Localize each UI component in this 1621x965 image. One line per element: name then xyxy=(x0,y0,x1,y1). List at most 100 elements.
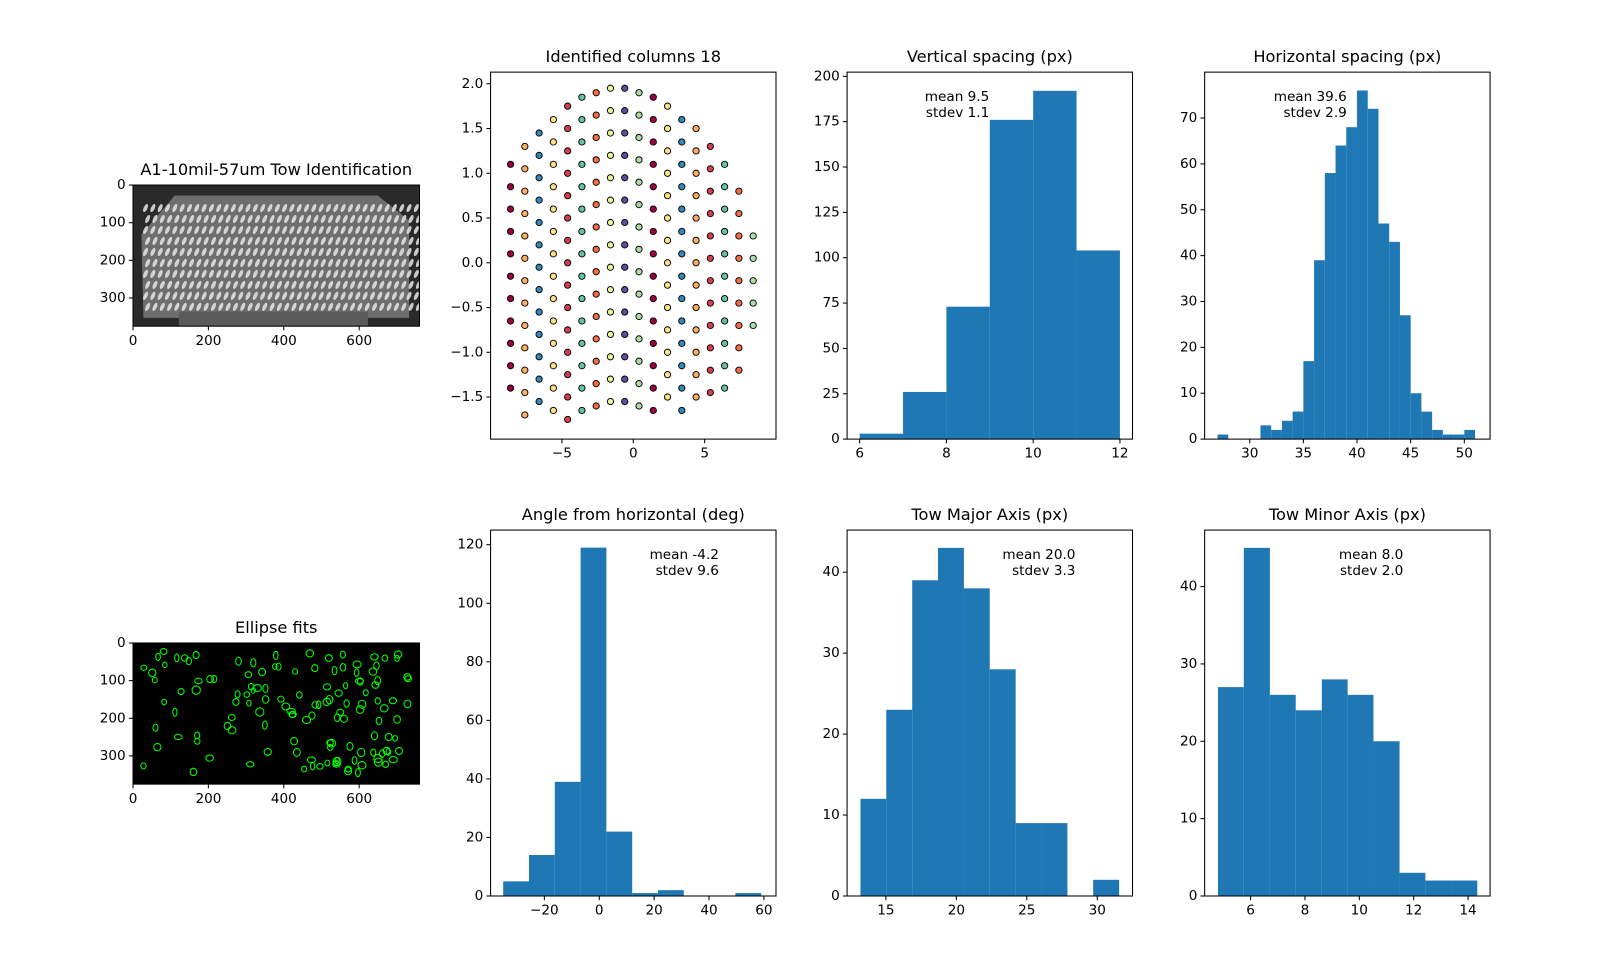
tow xyxy=(298,258,304,268)
tow xyxy=(393,214,400,224)
tow xyxy=(254,302,260,311)
ellipse-fit xyxy=(159,648,168,656)
ellipse-fit xyxy=(258,668,267,676)
tow xyxy=(296,203,302,213)
point xyxy=(635,357,643,365)
ellipse-fit xyxy=(395,746,404,756)
tow xyxy=(145,302,151,311)
tow xyxy=(372,236,378,246)
tow xyxy=(157,291,163,300)
bar xyxy=(1015,823,1042,896)
tow xyxy=(326,225,332,235)
ellipse-fit xyxy=(324,759,331,767)
point xyxy=(506,362,515,370)
tow xyxy=(328,236,334,246)
tow xyxy=(276,258,282,268)
x-tick-label: 8 xyxy=(942,446,951,462)
tow xyxy=(362,247,368,257)
point xyxy=(749,254,757,262)
point xyxy=(721,160,729,168)
ellipse-fit xyxy=(263,747,272,756)
tow xyxy=(401,280,407,289)
tow xyxy=(230,203,236,213)
image xyxy=(133,642,420,785)
x-tick-label: 0 xyxy=(595,903,604,919)
ellipse-fit xyxy=(388,755,398,764)
tow xyxy=(413,269,419,278)
point xyxy=(592,335,600,343)
tow xyxy=(159,280,165,289)
y-tick-label: 10 xyxy=(1180,811,1197,827)
tow xyxy=(167,280,173,289)
bar xyxy=(1389,241,1400,440)
point xyxy=(606,218,615,227)
tow xyxy=(269,280,275,289)
ellipse-fit xyxy=(374,697,381,705)
tow xyxy=(260,269,266,278)
point xyxy=(506,250,515,258)
subplot: Vertical spacing (px) 6 8 10 12 0 25 50 75 100 125… xyxy=(814,47,1134,462)
y-tick-label: 25 xyxy=(822,386,839,402)
point xyxy=(735,366,743,374)
ellipse-fit xyxy=(290,737,299,746)
point xyxy=(635,335,643,343)
tow xyxy=(369,269,375,278)
bar xyxy=(1093,879,1120,896)
tow xyxy=(415,302,420,311)
tow xyxy=(355,291,361,300)
tow xyxy=(333,291,339,300)
tow xyxy=(318,225,324,235)
bar xyxy=(1346,127,1358,440)
point xyxy=(678,183,686,191)
point xyxy=(578,205,586,213)
point xyxy=(521,187,529,195)
subplot: Ellipse fits 0 200 400 600 0 100 200 300 xyxy=(100,618,421,807)
ellipse-fit xyxy=(281,702,291,711)
y-tick-label: 300 xyxy=(100,748,126,764)
point xyxy=(578,250,586,258)
tow xyxy=(291,214,297,224)
point xyxy=(678,384,686,392)
y-tick-label: 200 xyxy=(100,710,126,726)
tow xyxy=(313,236,319,246)
axes-frame xyxy=(846,71,1134,440)
tow xyxy=(289,225,295,235)
tow xyxy=(189,236,195,246)
tow xyxy=(164,225,171,235)
tow xyxy=(216,291,222,300)
ellipse-fit xyxy=(296,691,303,699)
tow xyxy=(203,214,209,224)
bar xyxy=(1357,90,1368,440)
ellipse-fit xyxy=(354,677,364,685)
tow xyxy=(274,269,280,278)
tow xyxy=(194,203,200,213)
tow xyxy=(232,236,238,246)
ellipse-fit xyxy=(353,668,360,677)
ellipse-fit xyxy=(311,664,319,673)
tow xyxy=(157,269,163,278)
bar xyxy=(1324,173,1336,440)
point xyxy=(564,281,572,289)
tow xyxy=(377,291,383,300)
point xyxy=(535,286,543,294)
point xyxy=(663,393,672,401)
ellipse-fit xyxy=(235,656,242,666)
tow xyxy=(369,247,375,257)
ellipse-fit xyxy=(262,684,269,694)
tow xyxy=(335,258,341,268)
y-tick-label: 0 xyxy=(831,431,840,447)
point xyxy=(549,160,557,168)
ellipse-fit xyxy=(155,652,161,661)
subplot: Tow Minor Axis (px) 6 8 10 12 14 0 10 20 30 40 mean… xyxy=(1180,505,1491,919)
tow xyxy=(254,214,260,224)
ellipse-fit xyxy=(324,654,333,662)
point xyxy=(621,84,629,92)
tow xyxy=(362,203,368,213)
tow xyxy=(252,247,258,257)
point xyxy=(549,272,557,280)
point xyxy=(564,393,572,401)
tow xyxy=(225,236,231,246)
tow xyxy=(238,225,244,235)
ellipse-fit xyxy=(326,738,337,748)
point xyxy=(592,89,600,97)
